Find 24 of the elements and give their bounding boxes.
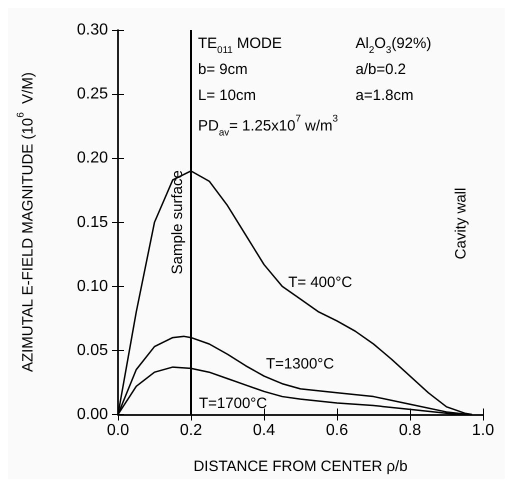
y-tick-label: 0.15	[76, 214, 108, 231]
annotation: a=1.8cm	[356, 87, 414, 104]
text: 0.10	[76, 278, 108, 295]
text: 0.20	[76, 150, 108, 167]
text: 0.0	[106, 422, 130, 439]
series-label: T= 400°C	[288, 274, 352, 291]
text: 0.30	[76, 22, 108, 38]
y-tick-label: 0.25	[76, 86, 108, 103]
annotation: a/b=0.2	[356, 61, 406, 78]
text: 1.0	[472, 422, 494, 439]
series-label: T=1300°C	[266, 356, 334, 373]
x-tick-label: 0.2	[180, 422, 202, 439]
x-tick-label: 0.6	[326, 422, 348, 439]
annotation: b= 9cm	[198, 61, 248, 78]
text: 0.00	[76, 406, 108, 423]
y-tick-label: 0.05	[76, 342, 108, 359]
annotation: Cavity wall	[452, 188, 470, 260]
y-axis-title: AZIMUTAL E-FIELD MAGNITUDE (106 V/M)	[16, 72, 36, 372]
x-axis-title: DISTANCE FROM CENTER ρ/b	[193, 458, 408, 475]
series-label: T=1700°C	[199, 394, 268, 412]
x-tick-label: 0.4	[252, 422, 276, 439]
x-tick-label: 0.8	[398, 422, 422, 439]
annotation: L= 10cm	[198, 87, 256, 104]
ref-line-label: Sample surface	[169, 170, 186, 274]
